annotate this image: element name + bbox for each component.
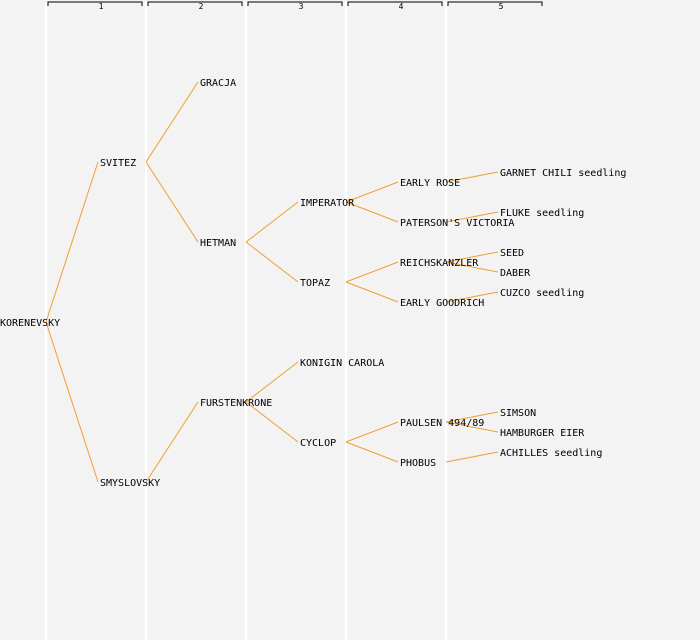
node-svitez[interactable]: SVITEZ xyxy=(100,158,136,169)
node-hamburger-eier[interactable]: HAMBURGER EIER xyxy=(500,428,585,439)
generation-label: 2 xyxy=(199,2,204,11)
tree-edge xyxy=(345,441,399,463)
tree-edge xyxy=(345,281,399,303)
tree-edge xyxy=(345,421,399,443)
node-seed[interactable]: SEED xyxy=(500,248,524,259)
node-hetman[interactable]: HETMAN xyxy=(200,238,236,249)
node-reichskanzler[interactable]: REICHSKANZLER xyxy=(400,258,479,269)
tree-edge xyxy=(45,321,99,483)
node-daber[interactable]: DABER xyxy=(500,268,531,279)
node-imperator[interactable]: IMPERATOR xyxy=(300,198,355,209)
node-smyslovsky[interactable]: SMYSLOVSKY xyxy=(100,478,160,489)
node-furstenkrone[interactable]: FURSTENKRONE xyxy=(200,398,272,409)
tree-edge xyxy=(145,161,199,243)
node-garnet-chili[interactable]: GARNET CHILI seedling xyxy=(500,168,626,179)
tree-edge xyxy=(245,201,299,243)
generation-bracket xyxy=(47,1,143,6)
tree-edge xyxy=(445,451,499,463)
node-phobus[interactable]: PHOBUS xyxy=(400,458,436,469)
tree-edge xyxy=(445,171,499,183)
generation-bracket xyxy=(347,1,443,6)
tree-edge xyxy=(445,211,499,223)
node-cuzco[interactable]: CUZCO seedling xyxy=(500,288,584,299)
tree-edge xyxy=(445,411,499,423)
generation-bracket xyxy=(447,1,543,6)
tree-edge xyxy=(345,261,399,283)
tree-edge xyxy=(445,251,499,263)
node-patersons-victoria[interactable]: PATERSON'S VICTORIA xyxy=(400,218,514,229)
node-konigin-carola[interactable]: KONIGIN CAROLA xyxy=(300,358,384,369)
tree-edge xyxy=(245,241,299,283)
node-topaz[interactable]: TOPAZ xyxy=(300,278,330,289)
generation-label: 1 xyxy=(99,2,104,11)
tree-edge xyxy=(445,421,499,433)
generation-bracket xyxy=(147,1,243,6)
tree-edge xyxy=(445,291,499,303)
tree-edge xyxy=(145,401,199,483)
node-simson[interactable]: SIMSON xyxy=(500,408,536,419)
tree-edge xyxy=(145,81,199,163)
generation-label: 3 xyxy=(299,2,304,11)
generation-label: 5 xyxy=(499,2,504,11)
generation-bracket xyxy=(247,1,343,6)
tree-edges xyxy=(45,81,499,483)
generation-headers: 1 2 3 4 5 xyxy=(47,1,543,11)
tree-labels: KORENEVSKY SVITEZ SMYSLOVSKY GRACJA HETMAN FU… xyxy=(0,78,626,489)
node-early-goodrich[interactable]: EARLY GOODRICH xyxy=(400,298,484,309)
generation-columns xyxy=(45,2,447,640)
generation-label: 4 xyxy=(399,2,404,11)
node-gracja[interactable]: GRACJA xyxy=(200,78,236,89)
node-cyclop[interactable]: CYCLOP xyxy=(300,438,336,449)
tree-edge xyxy=(345,181,399,203)
tree-edge xyxy=(345,201,399,223)
node-korenevsky[interactable]: KORENEVSKY xyxy=(0,318,60,329)
tree-edge xyxy=(45,161,99,323)
node-fluke[interactable]: FLUKE seedling xyxy=(500,208,584,219)
node-paulsen[interactable]: PAULSEN 494/89 xyxy=(400,418,484,429)
tree-edge xyxy=(445,261,499,273)
tree-edge xyxy=(245,361,299,403)
tree-edge xyxy=(245,401,299,443)
node-achilles[interactable]: ACHILLES seedling xyxy=(500,448,602,459)
node-early-rose[interactable]: EARLY ROSE xyxy=(400,178,460,189)
